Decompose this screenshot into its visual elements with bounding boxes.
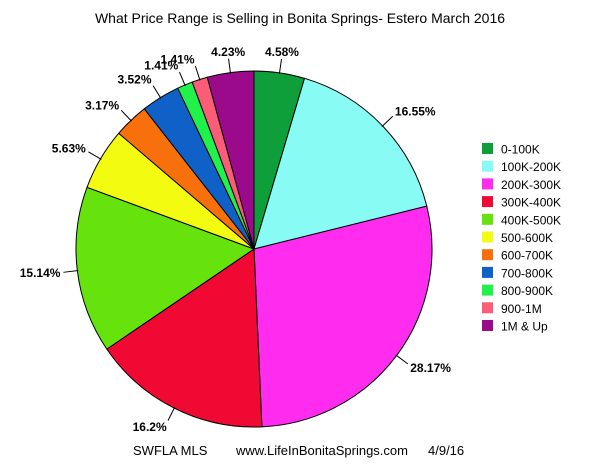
legend-label-900-1m: 900-1M [501,302,542,316]
legend-swatch-500-600k [482,231,493,243]
legend-swatch-0-100k [482,143,493,154]
leader-line-100k-200k [381,115,394,128]
legend-label-200k-300k: 200K-300K [501,178,561,192]
legend-label-700-800k: 700-800K [501,266,553,280]
slice-value-label-0-100k: 4.58% [265,45,299,59]
chart-title: What Price Range is Selling in Bonita Sp… [95,10,505,26]
slice-value-label-800-900k: 1.41% [144,59,178,73]
slice-value-label-600-700k: 3.17% [85,98,119,112]
footer-site: www.LifeInBonitaSprings.com [235,443,408,458]
slice-value-label-400k-500k: 15.14% [20,266,61,280]
slice-value-label-200k-300k: 28.17% [410,361,451,375]
pie-slices [75,70,433,428]
legend-swatch-700-800k [482,266,493,278]
legend-label-300k-400k: 300K-400K [501,196,561,210]
leader-line-500-600k [88,151,102,160]
legend-swatch-800-900k [482,284,493,296]
legend-swatch-600-700k [482,249,493,261]
leader-line-0-100k [278,58,283,74]
legend-swatch-900-1m [482,302,493,314]
slice-value-label-1m-and-up: 4.23% [211,45,245,59]
slice-value-label-700-800k: 3.52% [117,73,151,87]
legend-label-800-900k: 800-900K [501,284,553,298]
legend-label-0-100k: 0-100K [501,143,540,157]
leader-line-1m-and-up [228,58,232,74]
legend-swatch-300k-400k [482,196,493,208]
leader-line-200k-300k [395,354,409,365]
leader-line-900-1m [194,65,201,81]
leader-line-400k-500k [63,269,79,273]
leader-line-700-800k [152,85,162,99]
legend-swatch-1m-and-up [482,320,493,331]
slice-value-label-900-1m: 1.41% [160,52,194,66]
slice-leader-lines [63,58,409,421]
legend-swatch-400k-500k [482,213,493,225]
slice-value-label-300k-400k: 16.2% [133,420,167,434]
slice-labels: 4.58% 16.55% 28.17% 16.2% 15.14% 5.63% 3.17% 3.… [20,45,452,434]
footer-date: 4/9/16 [428,443,464,458]
slice-value-label-500-600k: 5.63% [52,141,86,155]
leader-line-600-700k [120,109,132,122]
leader-line-300k-400k [167,407,176,421]
footer-source: SWFLA MLS [133,443,208,458]
legend-label-400k-500k: 400K-500K [501,213,561,227]
legend-label-500-600k: 500-600K [501,231,553,245]
leader-line-800-900k [179,71,186,87]
legend-label-600-700k: 600-700K [501,249,553,263]
legend-swatch-200k-300k [482,178,493,190]
legend-label-100k-200k: 100K-200K [501,160,561,174]
legend-swatch-100k-200k [482,160,493,172]
legend: 0-100K 100K-200K 200K-300K 300K-400K 400K-50… [482,143,561,334]
slice-value-label-100k-200k: 16.55% [395,104,436,118]
legend-label-1m-and-up: 1M & Up [501,320,548,334]
